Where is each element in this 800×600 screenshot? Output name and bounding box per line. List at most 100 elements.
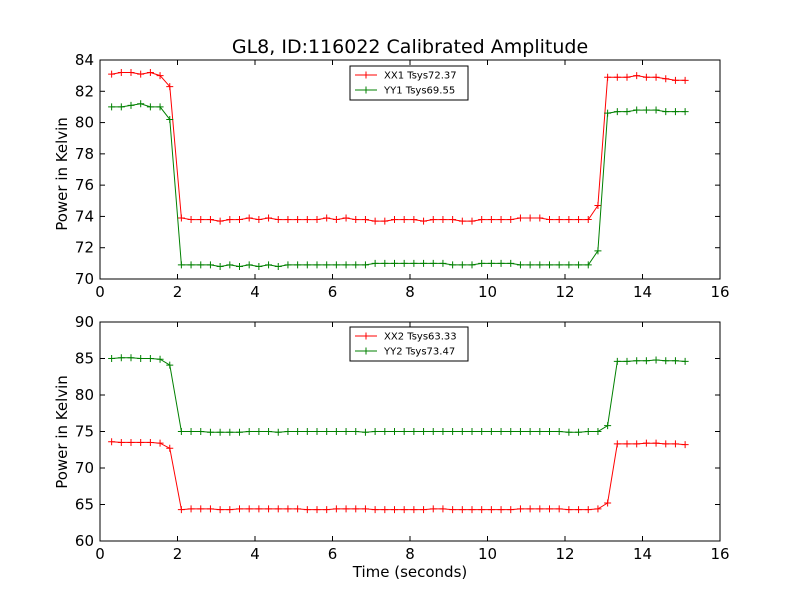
data-point-marker (681, 108, 689, 116)
data-point-marker (187, 428, 195, 435)
data-point-marker (662, 108, 670, 116)
data-point-marker (468, 217, 476, 225)
data-point-marker (584, 261, 592, 269)
data-point-marker (381, 428, 389, 435)
data-point-marker (146, 69, 154, 77)
data-point-marker (420, 259, 428, 267)
data-point-marker (294, 505, 302, 513)
data-point-marker (294, 261, 302, 269)
data-point-marker (487, 259, 495, 267)
y-tick-label: 82 (75, 82, 94, 100)
data-point-marker (594, 201, 602, 209)
y-tick-label: 85 (75, 350, 94, 368)
legend-box (349, 65, 469, 101)
y-tick-label: 80 (75, 386, 94, 404)
data-point-marker (284, 505, 292, 513)
data-point-marker (391, 428, 398, 435)
legend-swatch-marker (362, 332, 370, 340)
data-point-marker (391, 506, 398, 514)
data-point-marker (236, 428, 243, 436)
data-point-marker (526, 214, 534, 222)
data-point-marker (294, 216, 302, 224)
x-tick-label: 6 (328, 283, 338, 301)
data-point-marker (439, 216, 447, 224)
data-point-marker (449, 428, 457, 435)
data-point-marker (166, 83, 174, 91)
data-point-marker (245, 261, 253, 269)
data-point-marker (671, 76, 679, 84)
legend: XX2 Tsys63.33 YY2 Tsys73.47 (349, 326, 469, 362)
data-point-marker (410, 428, 418, 435)
y-tick-label: 78 (75, 145, 94, 163)
data-point-marker (536, 214, 544, 222)
data-point-marker (575, 261, 583, 269)
data-point-marker (555, 428, 563, 435)
data-point-marker (117, 438, 125, 446)
data-point-marker (177, 428, 185, 435)
data-point-marker (400, 428, 408, 435)
data-point-marker (323, 214, 331, 222)
data-point-marker (633, 106, 641, 114)
y-tick-label: 80 (75, 114, 94, 132)
data-point-marker (187, 505, 195, 513)
data-point-marker (303, 428, 311, 435)
x-tick-label: 0 (95, 545, 105, 563)
data-point-marker (575, 506, 583, 514)
data-point-marker (371, 259, 379, 267)
data-point-marker (265, 214, 273, 222)
data-point-marker (449, 216, 457, 224)
x-tick-label: 8 (405, 283, 415, 301)
data-point-marker (613, 357, 621, 365)
data-point-marker (274, 262, 282, 270)
data-point-marker (274, 505, 282, 513)
data-point-marker (439, 505, 447, 513)
data-point-marker (177, 506, 185, 514)
x-tick-label: 0 (95, 283, 105, 301)
data-point-marker (323, 428, 331, 435)
x-axis-label: Time (seconds) (352, 563, 468, 581)
data-point-marker (623, 357, 631, 365)
data-point-marker (449, 261, 457, 269)
data-point-marker (546, 216, 553, 224)
data-point-marker (361, 505, 369, 513)
data-point-marker (604, 109, 612, 117)
data-point-marker (565, 428, 573, 436)
data-point-marker (536, 428, 544, 435)
data-point-marker (652, 73, 660, 81)
data-point-marker (342, 214, 350, 222)
data-point-marker (584, 428, 592, 435)
data-point-marker (371, 217, 379, 225)
y-tick-label: 74 (75, 207, 94, 225)
data-point-marker (604, 422, 612, 430)
data-point-marker (671, 108, 679, 116)
data-point-marker (429, 505, 437, 513)
data-point-marker (555, 216, 563, 224)
data-point-marker (361, 216, 369, 224)
data-point-marker (332, 261, 340, 269)
data-point-marker (371, 506, 379, 514)
data-point-marker (117, 354, 125, 362)
data-point-marker (226, 261, 234, 269)
data-point-marker (303, 216, 311, 224)
data-point-marker (681, 441, 689, 449)
data-point-marker (468, 428, 476, 435)
data-point-marker (642, 357, 650, 365)
legend-entry-label: YY2 Tsys73.47 (383, 347, 455, 358)
data-point-marker (352, 261, 360, 269)
data-point-marker (156, 103, 164, 111)
data-point-marker (400, 259, 408, 267)
data-point-marker (284, 216, 292, 224)
data-point-marker (342, 428, 350, 435)
data-point-marker (613, 108, 621, 116)
data-point-marker (458, 428, 466, 435)
data-point-marker (137, 100, 145, 108)
data-point-marker (604, 73, 612, 81)
data-point-marker (206, 216, 214, 224)
data-point-marker (546, 261, 553, 269)
data-point-marker (127, 438, 135, 446)
legend-swatch-marker (362, 71, 370, 79)
data-point-marker (255, 262, 263, 270)
data-point-marker (245, 428, 253, 435)
data-point-marker (681, 357, 689, 365)
